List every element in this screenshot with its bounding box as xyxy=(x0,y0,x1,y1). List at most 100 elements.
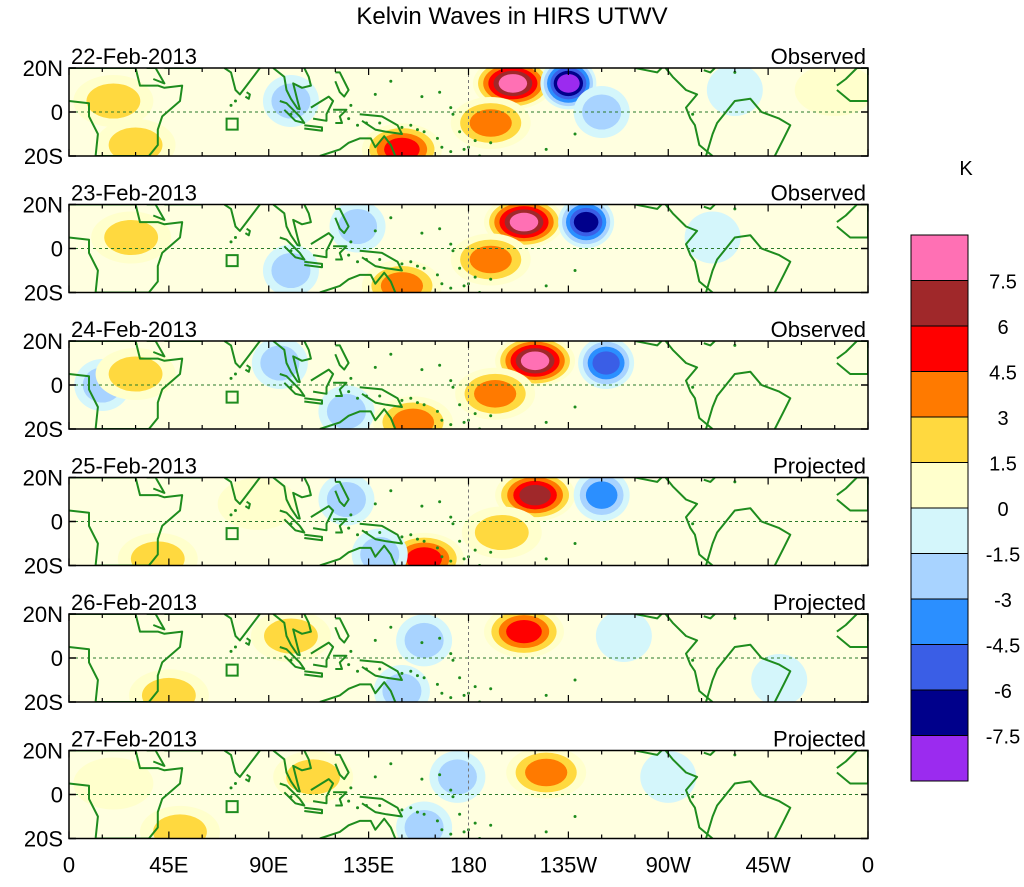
y-tick-label: 20S xyxy=(24,144,63,169)
y-tick-label: 20S xyxy=(24,554,63,579)
y-tick-label: 0 xyxy=(51,373,63,398)
island-6 xyxy=(356,806,360,810)
island-27 xyxy=(458,403,462,407)
coastline-13 xyxy=(319,408,397,429)
island-2 xyxy=(229,649,233,653)
coastline-12 xyxy=(334,753,350,781)
island-1 xyxy=(233,99,237,103)
coastline-10 xyxy=(333,245,348,261)
island-6 xyxy=(356,533,360,537)
island-3 xyxy=(289,249,293,253)
coastline-11 xyxy=(359,522,403,545)
x-tick-label: 0 xyxy=(862,853,874,878)
anomaly-band-3-4 xyxy=(406,547,442,566)
island-30 xyxy=(733,480,737,484)
island-24 xyxy=(438,363,442,367)
anomaly-band-2-6 xyxy=(557,74,580,93)
coastline-7 xyxy=(279,509,306,534)
panel-status-label: Projected xyxy=(773,727,866,752)
island-4 xyxy=(347,117,351,121)
coastline-17 xyxy=(703,68,716,74)
colorbar-unit: K xyxy=(959,158,973,180)
island-31 xyxy=(691,249,695,253)
island-10 xyxy=(409,806,413,810)
island-13 xyxy=(435,546,439,550)
x-tick-label: 180 xyxy=(450,853,487,878)
coastline-15 xyxy=(705,370,792,429)
colorbar-swatch xyxy=(910,234,969,281)
coastline-14 xyxy=(634,614,714,702)
coastline-14 xyxy=(634,68,714,156)
coastline-1 xyxy=(69,204,184,293)
coastline-9 xyxy=(310,778,335,805)
island-1 xyxy=(233,372,237,376)
island-8 xyxy=(378,804,382,807)
coastline-9 xyxy=(310,505,335,532)
coastline-15 xyxy=(705,234,792,293)
island-13 xyxy=(435,819,439,823)
island-18 xyxy=(473,821,477,825)
island-22 xyxy=(389,762,393,766)
panel-status-label: Observed xyxy=(771,44,866,69)
island-31 xyxy=(691,112,695,116)
colorbar-label: -3 xyxy=(994,590,1012,612)
island-28 xyxy=(544,147,548,151)
island-23 xyxy=(373,502,377,506)
island-19 xyxy=(489,687,493,691)
island-13 xyxy=(435,136,439,140)
colorbar-swatch xyxy=(910,371,969,418)
coastline-2 xyxy=(146,750,166,767)
island-14 xyxy=(440,418,444,422)
coastline-2 xyxy=(146,204,166,221)
island-6 xyxy=(356,123,360,127)
island-8 xyxy=(378,394,382,398)
island-29 xyxy=(573,815,577,818)
colorbar-swatch xyxy=(910,462,969,509)
island-2 xyxy=(229,786,233,790)
colorbar-swatch xyxy=(910,416,969,463)
x-tick-label: 45E xyxy=(149,853,188,878)
island-24 xyxy=(438,90,442,94)
island-26 xyxy=(451,522,455,526)
coastline-1 xyxy=(69,341,184,429)
island-28 xyxy=(544,284,548,288)
island-26 xyxy=(451,249,455,253)
island-11 xyxy=(415,128,419,132)
anomaly-band-3-2 xyxy=(141,677,196,702)
island-30 xyxy=(733,70,737,74)
anomaly-band-6-1 xyxy=(640,750,697,803)
island-3 xyxy=(289,112,293,116)
island-18 xyxy=(473,412,477,416)
coastline-17 xyxy=(703,614,716,620)
chart-title: Kelvin Waves in HIRS UTWV xyxy=(356,3,668,30)
y-tick-label: 0 xyxy=(51,783,63,808)
colorbar-swatch xyxy=(910,325,969,372)
coastline-4 xyxy=(223,204,261,232)
panel-2: 20N 0 20S 23-Feb-2013 Observed xyxy=(23,181,869,306)
island-19 xyxy=(489,277,493,281)
anomaly-band-1-5 xyxy=(519,484,551,506)
colorbar-label: -1.5 xyxy=(986,545,1020,567)
colorbar-label: 3 xyxy=(997,408,1008,430)
island-15 xyxy=(449,286,453,290)
anomaly-band-4-4 xyxy=(384,137,420,156)
coastline-10 xyxy=(333,381,348,397)
island-16 xyxy=(462,830,466,834)
island-15 xyxy=(449,832,453,836)
colorbar: 7.5 6 4.5 3 1.5 0 -1.5 -3 -4.5 -6 -7.5 K xyxy=(910,158,1020,782)
coastline-16 xyxy=(836,614,868,648)
island-4 xyxy=(347,253,351,257)
coastline-8 xyxy=(304,260,323,269)
coastline-16 xyxy=(836,204,868,239)
island-23 xyxy=(373,638,377,642)
island-29 xyxy=(573,678,577,682)
island-11 xyxy=(415,401,419,405)
coastline-5 xyxy=(244,500,251,510)
panel-date-label: 27-Feb-2013 xyxy=(71,727,197,752)
coastline-4 xyxy=(223,341,261,369)
anomaly-band-5-2 xyxy=(404,622,444,658)
island-11 xyxy=(415,810,419,814)
coastline-11 xyxy=(359,795,403,818)
coastline-8 xyxy=(304,397,323,405)
panel-field xyxy=(69,614,868,702)
